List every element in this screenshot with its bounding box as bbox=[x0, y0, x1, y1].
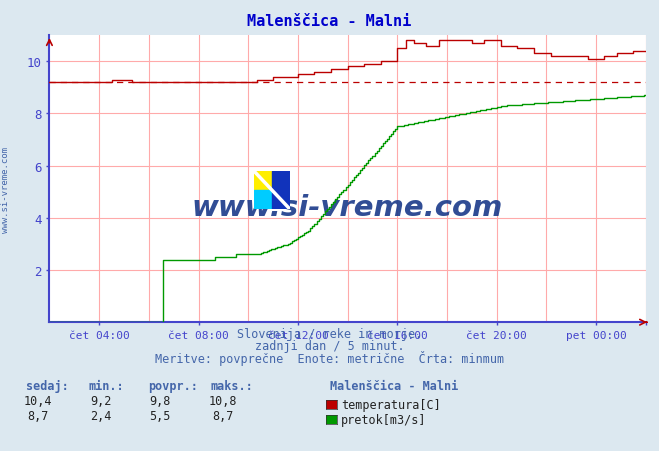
Text: 8,7: 8,7 bbox=[212, 410, 233, 423]
Text: www.si-vreme.com: www.si-vreme.com bbox=[1, 147, 10, 232]
Bar bbox=[254, 171, 272, 190]
Text: sedaj:: sedaj: bbox=[26, 379, 69, 392]
Text: maks.:: maks.: bbox=[211, 379, 254, 392]
Text: Meritve: povprečne  Enote: metrične  Črta: minmum: Meritve: povprečne Enote: metrične Črta:… bbox=[155, 350, 504, 365]
Text: 10,8: 10,8 bbox=[208, 395, 237, 408]
Text: www.si-vreme.com: www.si-vreme.com bbox=[192, 194, 503, 222]
Bar bbox=[254, 190, 272, 210]
Text: pretok[m3/s]: pretok[m3/s] bbox=[341, 413, 427, 426]
Text: 9,8: 9,8 bbox=[150, 395, 171, 408]
Text: Slovenija / reke in morje.: Slovenija / reke in morje. bbox=[237, 327, 422, 341]
Text: min.:: min.: bbox=[89, 379, 125, 392]
Text: 9,2: 9,2 bbox=[90, 395, 111, 408]
Bar bbox=[272, 171, 290, 210]
Text: 5,5: 5,5 bbox=[150, 410, 171, 423]
Text: Malenščica - Malni: Malenščica - Malni bbox=[247, 14, 412, 29]
Text: povpr.:: povpr.: bbox=[148, 379, 198, 392]
Text: zadnji dan / 5 minut.: zadnji dan / 5 minut. bbox=[254, 340, 405, 353]
Text: 10,4: 10,4 bbox=[24, 395, 53, 408]
Text: 2,4: 2,4 bbox=[90, 410, 111, 423]
Text: Malenščica - Malni: Malenščica - Malni bbox=[330, 379, 458, 392]
Text: 8,7: 8,7 bbox=[28, 410, 49, 423]
Text: temperatura[C]: temperatura[C] bbox=[341, 398, 441, 411]
